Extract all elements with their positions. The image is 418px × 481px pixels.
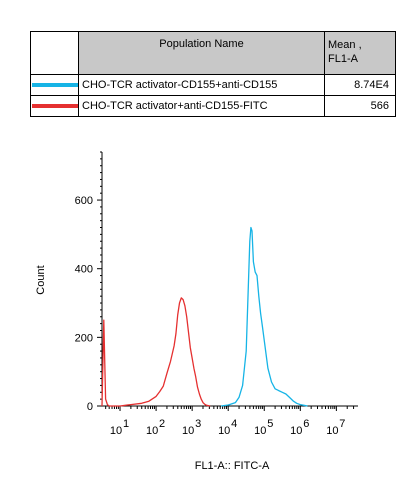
histogram-curve [220,226,308,407]
x-tick-label: 10 [146,425,158,437]
x-tick-exponent: 6 [303,418,309,430]
x-tick-label: 10 [290,425,302,437]
legend-swatch-cyan [32,83,78,87]
x-tick-label: 10 [182,425,194,437]
x-axis-label: FL1-A:: FITC-A [195,460,270,472]
legend-header-mean: Mean , FL1-A [324,31,396,75]
y-axis-label: Count [35,265,47,294]
legend-header-blank [30,31,79,75]
legend-row: CHO-TCR activator-CD155+anti-CD155 8.74E… [30,74,396,96]
legend-swatch-cell [30,74,79,96]
x-tick-exponent: 4 [231,418,237,430]
legend-swatch-cell [30,95,79,117]
legend-header-mean-line1: Mean , [328,39,362,51]
legend-table: Population Name Mean , FL1-A CHO-TCR act… [30,31,396,117]
x-tick-exponent: 5 [267,418,273,430]
histogram-curve [101,297,211,407]
chart-series [101,226,308,407]
legend-mean-value: 8.74E4 [324,74,396,96]
x-tick-label: 10 [326,425,338,437]
x-tick-exponent: 7 [339,418,345,430]
x-tick-label: 10 [110,425,122,437]
x-tick-exponent: 3 [195,418,201,430]
x-tick-exponent: 2 [159,418,165,430]
legend-swatch-red [32,104,78,108]
y-tick-label: 0 [87,401,93,413]
legend-mean-value: 566 [324,95,396,117]
y-tick-label: 600 [75,195,93,207]
legend-population-name: CHO-TCR activator+anti-CD155-FITC [78,95,325,117]
y-tick-label: 200 [75,332,93,344]
y-tick-label: 400 [75,264,93,276]
legend-population-name: CHO-TCR activator-CD155+anti-CD155 [78,74,325,96]
legend-row: CHO-TCR activator+anti-CD155-FITC 566 [30,95,396,117]
x-tick-exponent: 1 [123,418,129,430]
x-tick-label: 10 [254,425,266,437]
x-tick-label: 10 [218,425,230,437]
legend-header-mean-line2: FL1-A [328,53,358,65]
